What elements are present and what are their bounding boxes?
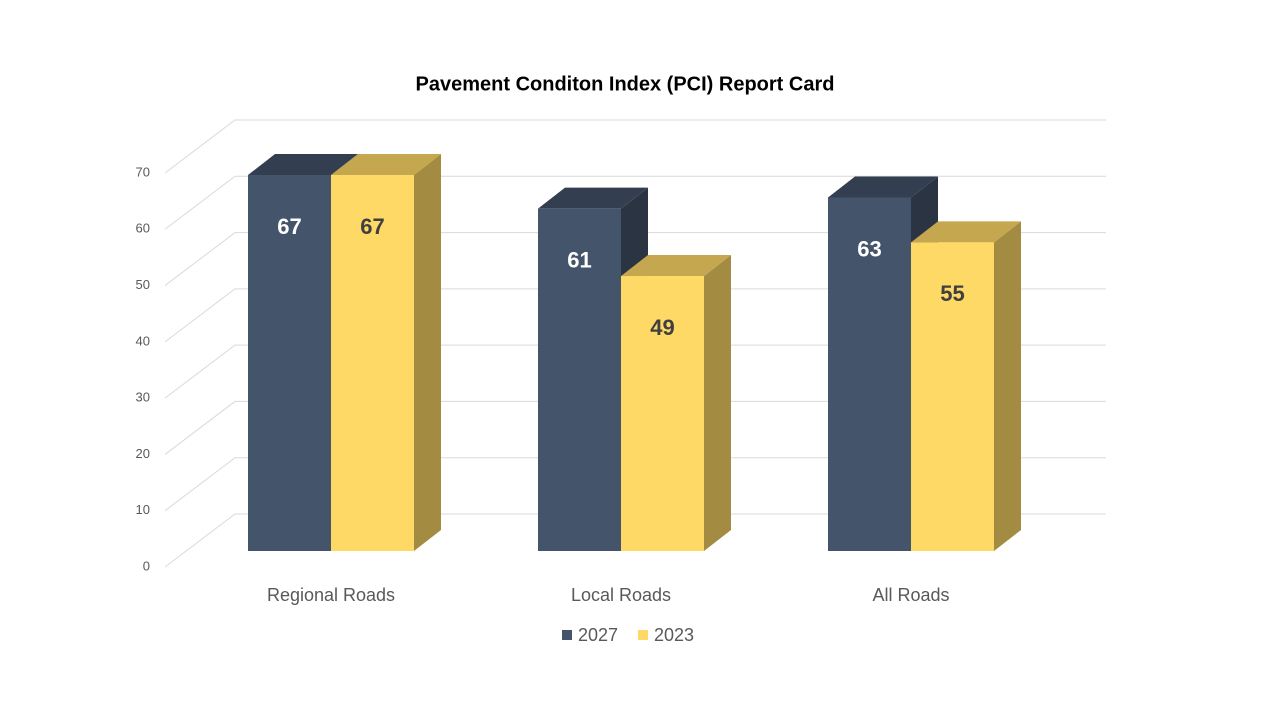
bar-side [994,221,1021,552]
value-label: 67 [360,214,384,239]
legend-label: 2027 [578,625,618,645]
bar-top [538,187,648,209]
y-tick-label: 40 [136,333,150,348]
bar-top [248,154,358,175]
legend-swatch [638,630,648,640]
y-tick-label: 70 [136,164,150,179]
y-tick-label: 60 [136,221,150,236]
bar-top [331,154,441,175]
grid-line [164,457,1106,512]
grid-line [164,513,1106,568]
bar [331,154,441,551]
x-tick-label: Regional Roads [267,585,395,605]
y-tick-label: 30 [136,390,150,405]
bar-top [828,176,938,198]
y-tick-label: 0 [143,558,150,573]
bar-front [331,175,414,551]
bar-side [414,154,441,551]
value-label: 63 [857,236,881,261]
grid-line [164,175,1106,230]
y-tick-label: 50 [136,277,150,292]
bar [621,255,731,551]
chart-title: Pavement Conditon Index (PCI) Report Car… [416,73,835,95]
grid-line [164,119,1106,174]
bar-front [248,175,331,551]
bar [911,221,1021,552]
legend-label: 2023 [654,625,694,645]
bar-side [704,255,731,551]
grid-line [164,288,1106,343]
y-tick-label: 20 [136,446,150,461]
x-tick-label: All Roads [872,585,949,605]
bar-front [911,242,994,552]
value-label: 67 [277,214,301,239]
x-tick-label: Local Roads [571,585,671,605]
value-label: 61 [567,247,591,272]
bar-top [621,255,731,277]
y-tick-label: 10 [136,502,150,517]
grid-line [164,344,1106,399]
grid-line [164,232,1106,286]
bar-front [621,276,704,551]
bar-front [538,208,621,552]
bar-top [911,221,1021,243]
grid-line [164,400,1106,455]
legend-swatch [562,630,572,640]
value-label: 49 [650,315,674,340]
bar-front [828,197,911,551]
value-label: 55 [940,281,964,306]
